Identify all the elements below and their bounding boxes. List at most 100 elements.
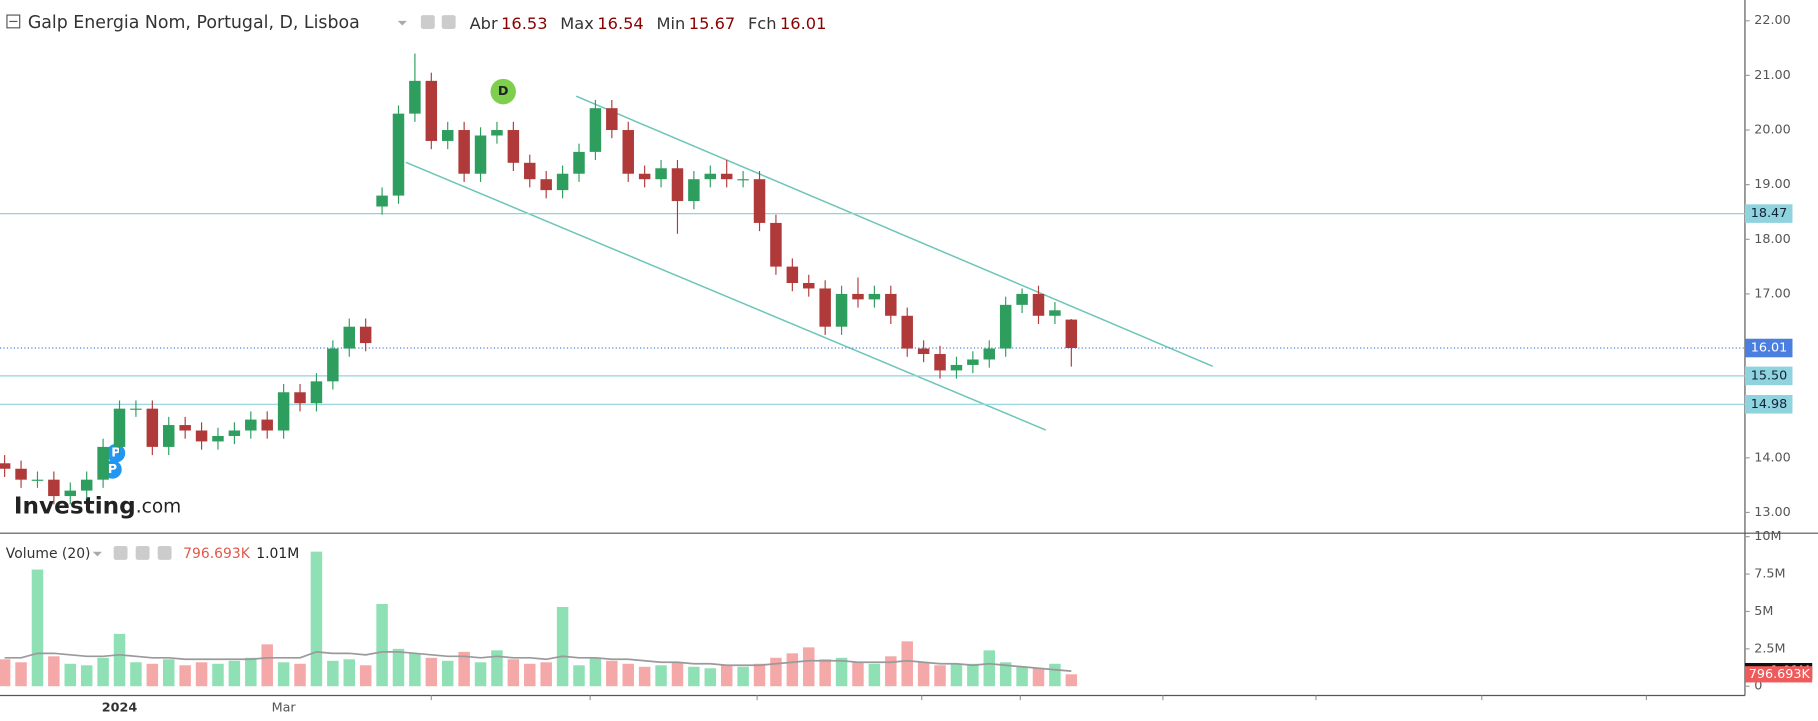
volume-bar [146, 663, 159, 687]
event-marker-label: D [498, 84, 509, 99]
y-tick-label: 22.00 [1754, 13, 1791, 28]
volume-bar [950, 663, 963, 687]
candle-body [343, 326, 356, 349]
candle-body [195, 430, 208, 442]
price-level-tag [1744, 366, 1793, 386]
candle-body [507, 130, 520, 163]
volume-bar [999, 662, 1012, 687]
volume-tag-label: 796.693K [1749, 667, 1811, 682]
close-icon[interactable] [157, 545, 172, 560]
candle-body [146, 408, 159, 447]
candle-body [441, 130, 454, 141]
candle-body [359, 326, 372, 344]
volume-bar [589, 657, 602, 687]
volume-bar [885, 656, 897, 687]
trend-line [405, 161, 1047, 431]
y-tick-label: 14.00 [1754, 450, 1791, 465]
candle-body [917, 348, 930, 355]
volume-bar [392, 648, 405, 687]
event-marker-label: P [111, 446, 120, 461]
price-level-label: 18.47 [1751, 206, 1788, 221]
candle-body [835, 293, 848, 327]
candle-body [737, 179, 749, 181]
candle-body [819, 288, 831, 327]
volume-tick-label: 5M [1754, 604, 1773, 619]
dropdown-icon[interactable] [92, 551, 103, 557]
volume-bar [277, 662, 290, 687]
ohlc-label: Max [560, 14, 594, 33]
volume-bar [97, 657, 109, 687]
volume-ma-readout: 1.01M [256, 546, 299, 562]
collapse-icon[interactable] [6, 14, 21, 29]
volume-bar [803, 647, 815, 687]
candle-body [540, 179, 552, 191]
candle-body [113, 408, 126, 447]
candle-body [212, 435, 224, 442]
volume-tag [1744, 666, 1813, 683]
event-marker[interactable] [490, 78, 516, 105]
volume-bar [934, 665, 946, 687]
candle-body [327, 348, 339, 382]
volume-bar [1065, 674, 1078, 687]
candle-body [967, 359, 979, 365]
ohlc-label: Min [657, 14, 686, 33]
volume-bar [753, 663, 766, 687]
volume-bar [901, 641, 913, 687]
candle-body [655, 168, 667, 180]
volume-title: Volume (20) [6, 546, 91, 562]
settings-icon[interactable] [135, 545, 150, 560]
candle-body [425, 80, 438, 141]
candle-body [770, 222, 782, 267]
volume-bar [573, 665, 585, 687]
price-level-tag [1744, 338, 1793, 358]
candle-body [1065, 319, 1078, 349]
volume-bar [64, 663, 77, 687]
candle-body [31, 479, 44, 481]
y-tick-label: 13.00 [1754, 505, 1791, 520]
candle-body [491, 130, 503, 136]
volume-bar [179, 665, 191, 687]
volume-bar [0, 659, 11, 687]
volume-bar [983, 650, 996, 687]
volume-bar [195, 662, 208, 687]
volume-bar [671, 662, 684, 687]
candle-body [753, 179, 766, 223]
candle-body [589, 108, 602, 152]
candle-body [1049, 310, 1061, 316]
volume-bar [638, 666, 651, 687]
volume-bar [491, 650, 503, 687]
volume-bar [967, 663, 979, 687]
volume-bar [917, 662, 930, 687]
volume-bar [212, 663, 224, 687]
candle-body [162, 425, 175, 447]
y-tick-label: 18.00 [1754, 232, 1791, 247]
candle-body [48, 479, 60, 497]
volume-bar [737, 666, 749, 687]
volume-bar [540, 662, 552, 687]
volume-bar [524, 663, 536, 687]
candle-body [573, 151, 585, 174]
candle-body [606, 108, 618, 131]
volume-bar [688, 666, 700, 687]
dropdown-icon[interactable] [397, 20, 407, 26]
y-tick-label: 21.00 [1754, 68, 1791, 83]
x-tick-label: 2024 [102, 701, 138, 716]
volume-bar [425, 657, 438, 687]
event-marker[interactable] [106, 443, 126, 463]
settings-icon[interactable] [441, 15, 456, 29]
ohlc-readout: Abr 16.53 Max 16.54 Min 15.67 Fch 16.01 [470, 14, 827, 33]
candle-body [688, 179, 700, 202]
price-level-tag [1744, 204, 1793, 223]
candle-body [901, 315, 913, 349]
eye-icon[interactable] [420, 15, 435, 29]
candle-body [885, 293, 897, 316]
candle-body [97, 446, 109, 480]
volume-bar [441, 660, 454, 687]
candle-body [228, 430, 241, 436]
volume-tick-label: 10M [1754, 529, 1781, 544]
volume-bar [1032, 668, 1045, 687]
volume-readout: 796.693K [183, 546, 251, 562]
eye-icon[interactable] [113, 545, 128, 560]
candle-body [638, 173, 651, 180]
volume-bar [343, 659, 356, 687]
